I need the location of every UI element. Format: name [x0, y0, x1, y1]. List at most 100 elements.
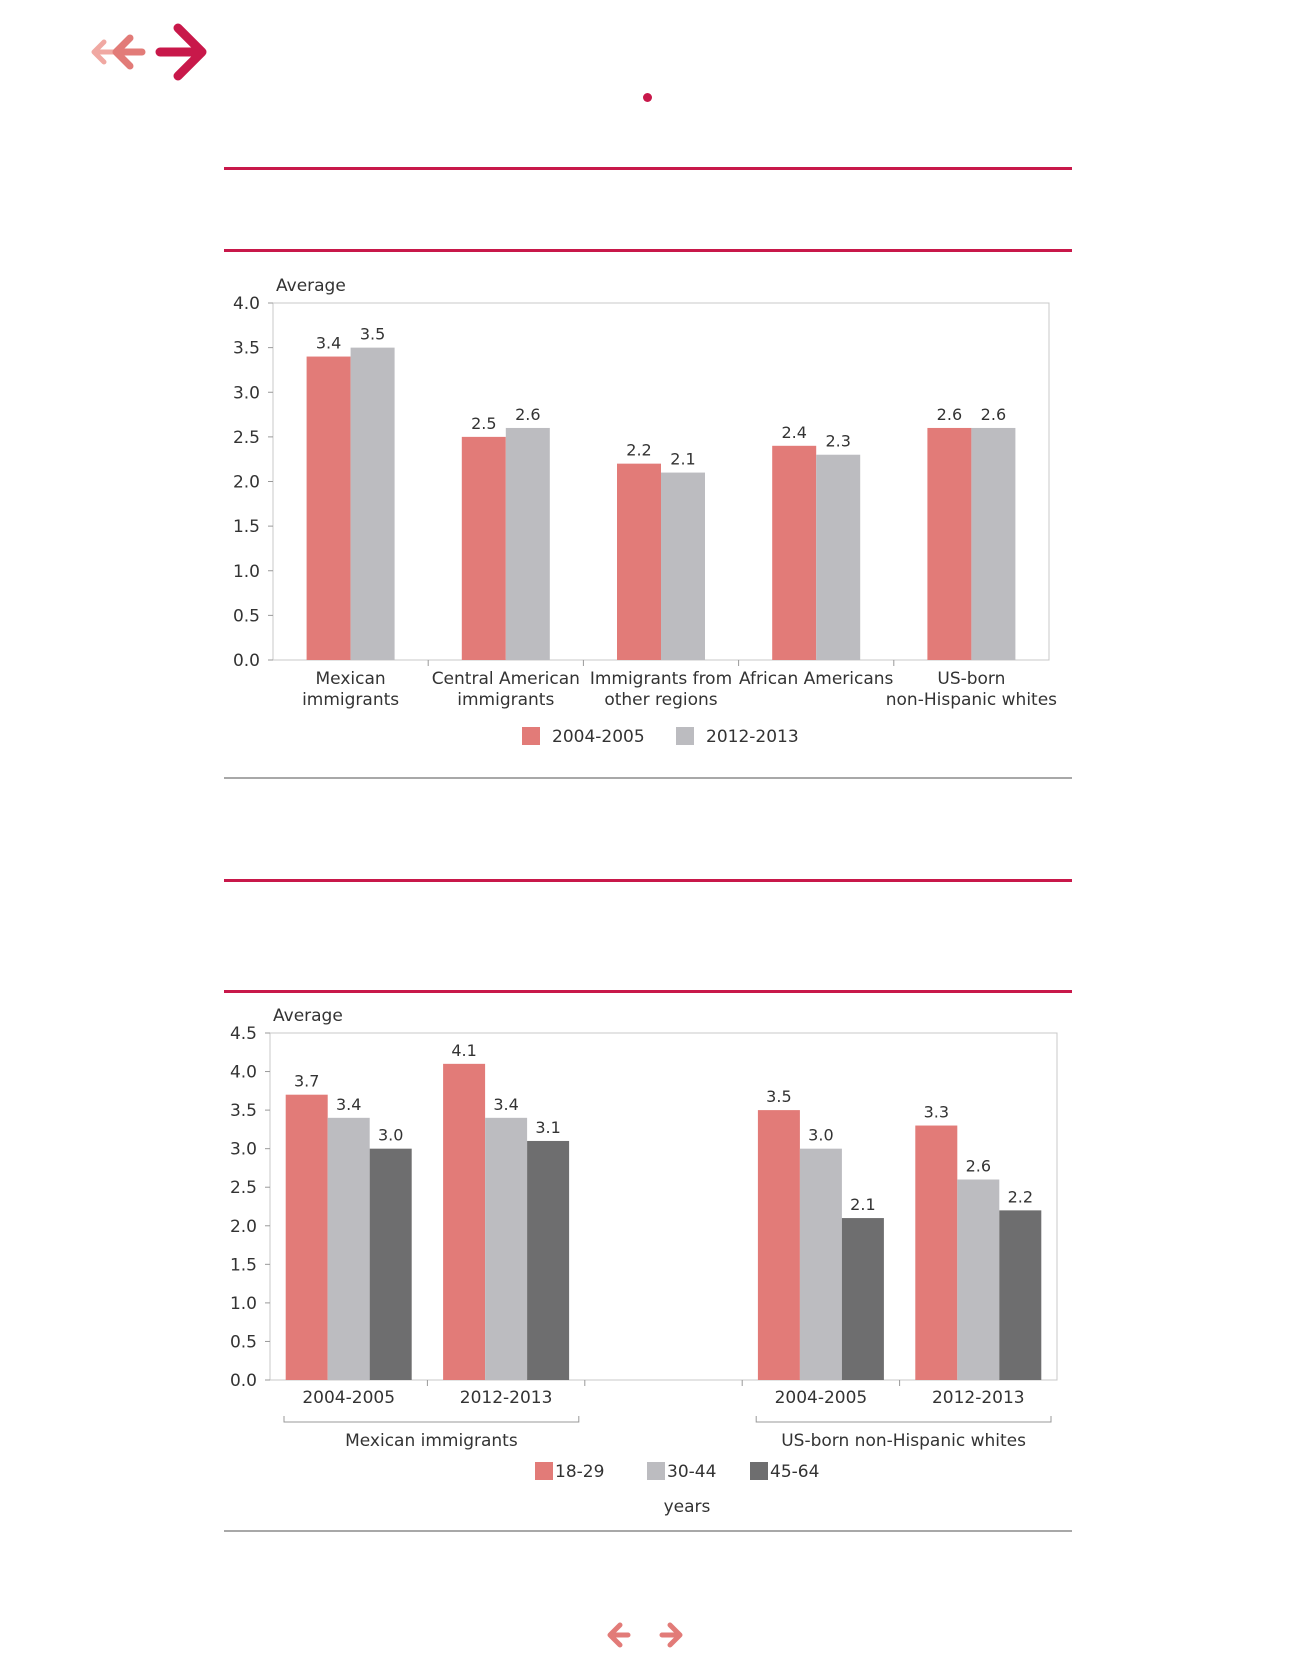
group-bracket: [755, 1416, 1052, 1423]
legend-swatch: [750, 1462, 768, 1480]
legend-label: 2004-2005: [552, 727, 645, 747]
legend-title: years: [664, 1497, 711, 1517]
bar: [617, 463, 661, 660]
y-tick-label: 3.0: [233, 383, 260, 403]
y-tick-label: 2.5: [233, 428, 260, 448]
chart-2: Average 0.0 0.5 1.0 1.5 2.0 2.5 3.0 3.5 4.0 4.5 3.7…: [0, 1000, 1312, 1520]
page-dot: [643, 93, 652, 102]
y-tick-label: 1.5: [230, 1255, 257, 1275]
bar: [927, 427, 972, 660]
y-tick-label: 0.0: [230, 1371, 257, 1391]
data-label: 3.5: [360, 325, 385, 344]
x-tick-label: Immigrants from: [590, 669, 732, 689]
chart-1: Average 0.0 0.5 1.0 1.5 2.0 2.5 3.0 3.5 4.0 3.4 3.5…: [0, 270, 1312, 750]
top-navigation: [90, 22, 220, 82]
plot-area: [269, 1032, 1058, 1381]
x-tick-label: US-born: [937, 669, 1005, 689]
bar: [461, 436, 506, 660]
y-tick-label: 3.0: [230, 1140, 257, 1160]
divider-gray: [224, 777, 1072, 779]
bar: [661, 472, 705, 660]
group-label: US-born non-Hispanic whites: [781, 1431, 1026, 1451]
divider: [224, 249, 1072, 252]
divider-gray: [224, 1530, 1072, 1532]
data-label: 2.6: [515, 405, 540, 424]
data-label: 3.0: [378, 1126, 403, 1145]
y-tick-label: 1.5: [233, 517, 260, 537]
y-tick-label: 4.0: [233, 294, 260, 314]
bar: [772, 445, 817, 660]
data-label: 2.6: [981, 405, 1006, 424]
data-label: 2.5: [471, 414, 496, 433]
x-tick-label: 2004-2005: [302, 1388, 395, 1408]
next-page-arrow-icon[interactable]: [659, 1622, 683, 1648]
prev-page-arrow-icon[interactable]: [607, 1622, 631, 1648]
group-label: Mexican immigrants: [345, 1431, 518, 1451]
legend-swatch: [647, 1462, 665, 1480]
divider-top: [224, 167, 1072, 170]
data-label: 2.4: [781, 423, 806, 442]
legend-swatch: [676, 727, 694, 745]
legend-swatch: [535, 1462, 553, 1480]
y-axis-title: Average: [276, 276, 346, 296]
y-tick-label: 2.5: [230, 1178, 257, 1198]
bar: [915, 1125, 958, 1380]
page-arrows: [607, 1622, 683, 1648]
x-tick-label: Central American: [432, 669, 580, 689]
y-axis-title: Average: [273, 1006, 343, 1026]
bar: [306, 356, 351, 660]
bar: [957, 1179, 1000, 1380]
data-label: 3.0: [808, 1126, 833, 1145]
data-label: 2.3: [825, 432, 850, 451]
data-label: 3.1: [535, 1118, 560, 1137]
y-tick-label: 0.5: [230, 1332, 257, 1352]
bar: [527, 1140, 570, 1380]
legend-swatch: [522, 727, 540, 745]
bar: [841, 1218, 884, 1380]
legend-label: 45-64: [770, 1462, 819, 1482]
nav-arrows: [91, 23, 207, 81]
y-tick-label: 2.0: [230, 1217, 257, 1237]
x-tick-label: 2012-2013: [460, 1388, 553, 1408]
bottom-navigation: [600, 1615, 700, 1655]
data-label: 4.1: [451, 1041, 476, 1060]
data-label: 3.3: [924, 1103, 949, 1122]
bar: [350, 347, 395, 660]
y-tick-label: 4.0: [230, 1063, 257, 1083]
data-label: 2.2: [1008, 1187, 1033, 1206]
forward-arrow-icon[interactable]: [155, 23, 207, 81]
legend-label: 18-29: [555, 1462, 604, 1482]
data-label: 2.6: [966, 1157, 991, 1176]
x-tick-label: Mexican: [316, 669, 386, 689]
x-tick-label: non-Hispanic whites: [886, 690, 1057, 710]
data-label: 2.6: [937, 405, 962, 424]
x-tick-label: African Americans: [739, 669, 894, 689]
divider: [224, 879, 1072, 882]
divider: [224, 990, 1072, 993]
bar: [999, 1210, 1042, 1380]
bar: [799, 1148, 842, 1380]
bar: [816, 454, 861, 660]
x-tick-label: 2012-2013: [932, 1388, 1025, 1408]
double-back-arrow-icon[interactable]: [91, 34, 146, 70]
bar: [485, 1117, 528, 1380]
y-tick-label: 1.0: [230, 1294, 257, 1314]
bar: [369, 1148, 412, 1380]
data-label: 2.1: [850, 1195, 875, 1214]
bar: [285, 1094, 328, 1380]
y-tick-label: 1.0: [233, 562, 260, 582]
group-bracket: [283, 1416, 580, 1423]
data-label: 2.1: [670, 450, 695, 469]
data-label: 2.2: [626, 441, 651, 460]
y-tick-label: 2.0: [233, 473, 260, 493]
y-tick-label: 0.0: [233, 651, 260, 671]
legend-label: 30-44: [667, 1462, 716, 1482]
x-tick-label: immigrants: [457, 690, 554, 710]
bar: [327, 1117, 370, 1380]
x-tick-label: other regions: [604, 690, 717, 710]
data-label: 3.4: [336, 1095, 361, 1114]
data-label: 3.5: [766, 1087, 791, 1106]
legend-label: 2012-2013: [706, 727, 799, 747]
chart-2-svg: Average 0.0 0.5 1.0 1.5 2.0 2.5 3.0 3.5 4.0 4.5 3.7…: [230, 1006, 1058, 1517]
data-label: 3.4: [493, 1095, 518, 1114]
